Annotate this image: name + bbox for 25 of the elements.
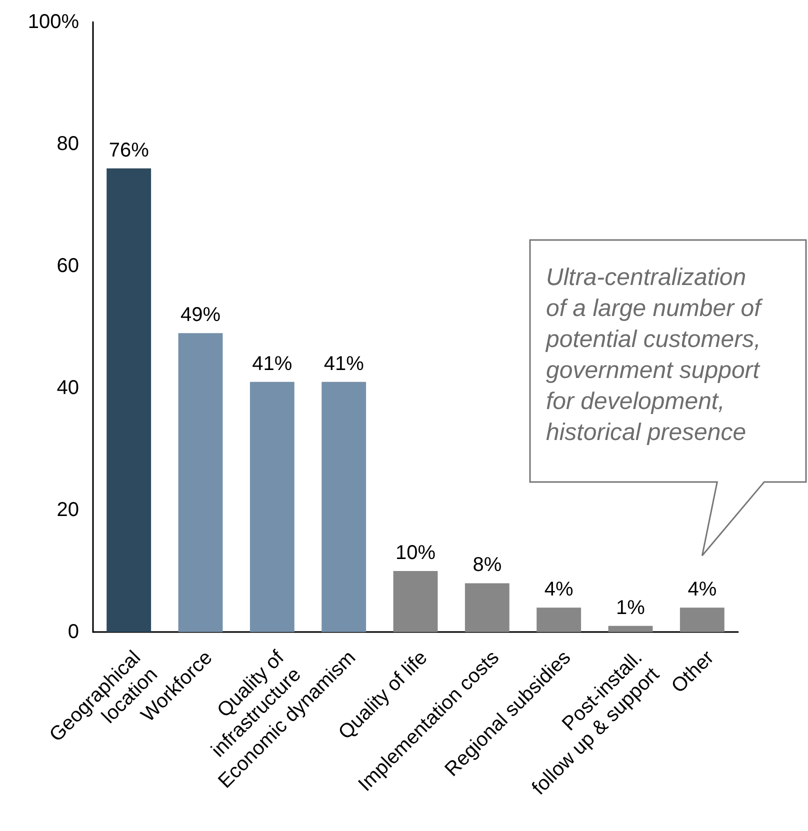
data-label: 1% bbox=[616, 596, 646, 619]
bar bbox=[464, 583, 510, 632]
bar bbox=[393, 571, 438, 632]
data-label: 4% bbox=[688, 578, 717, 601]
data-label: 4% bbox=[544, 578, 574, 601]
bar bbox=[608, 626, 653, 632]
data-label: 76% bbox=[108, 139, 150, 162]
y-tick-label: 20 bbox=[56, 499, 79, 521]
data-label: 41% bbox=[324, 352, 364, 375]
data-label: 49% bbox=[180, 304, 221, 326]
y-tick-label: 60 bbox=[56, 255, 79, 277]
bar bbox=[178, 333, 223, 632]
annotation: Ultra-centralization of a large number of potential customers, government support for development, historical presence bbox=[545, 264, 764, 446]
y-tick-label: 0 bbox=[68, 621, 79, 643]
bar bbox=[106, 168, 152, 632]
bar bbox=[680, 608, 724, 632]
data-label: 41% bbox=[252, 352, 292, 375]
y-tick-label: 100% bbox=[28, 11, 80, 33]
y-tick-label: 80 bbox=[56, 133, 79, 155]
data-label: 10% bbox=[395, 542, 436, 564]
bar bbox=[250, 382, 294, 632]
y-tick-label: 40 bbox=[56, 377, 79, 399]
data-label: 8% bbox=[472, 554, 502, 576]
bar bbox=[536, 608, 582, 632]
bar bbox=[322, 382, 366, 632]
